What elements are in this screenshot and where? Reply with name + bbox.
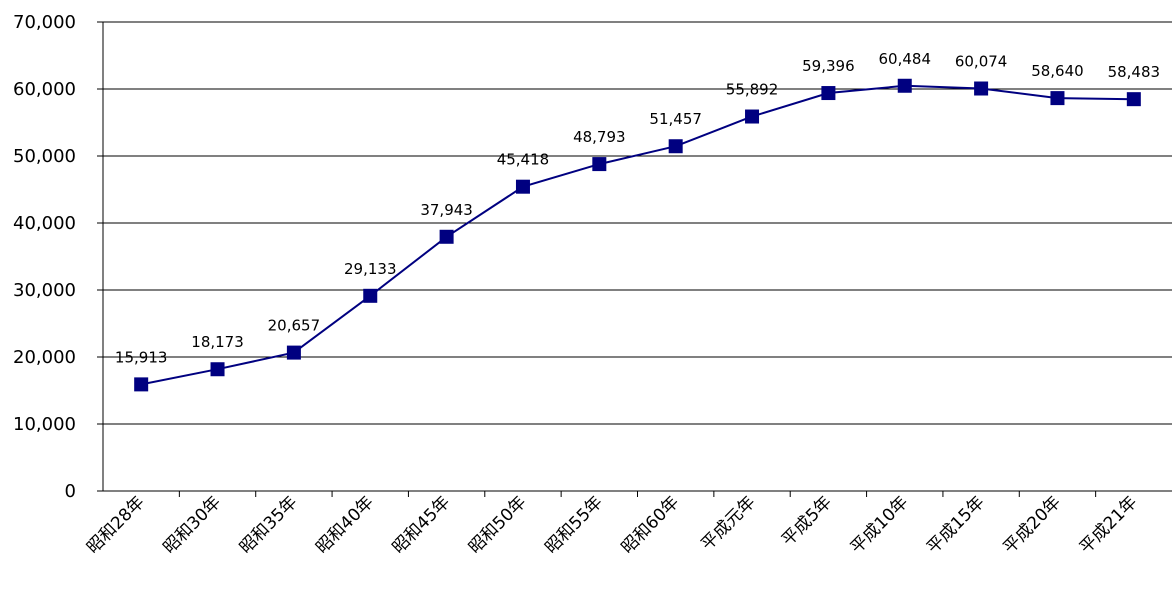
data-point-marker <box>974 81 989 96</box>
y-tick-label: 60,000 <box>13 79 76 100</box>
x-tick-label: 昭和50年 <box>465 492 531 558</box>
data-point-marker <box>286 345 301 360</box>
series-line <box>134 78 1141 392</box>
y-tick-label: 20,000 <box>13 347 76 368</box>
data-label: 15,913 <box>115 348 168 366</box>
series-line-path <box>141 84 1134 386</box>
data-label: 29,133 <box>344 260 397 278</box>
data-label: 37,943 <box>420 201 473 219</box>
y-tick-label: 0 <box>65 481 76 502</box>
data-label: 20,657 <box>268 317 321 335</box>
x-tick-label: 昭和40年 <box>312 492 378 558</box>
data-label: 18,173 <box>191 333 244 351</box>
data-point-marker <box>1050 91 1065 106</box>
data-label: 51,457 <box>649 110 702 128</box>
y-tick-label: 10,000 <box>13 414 76 435</box>
y-tick-label: 70,000 <box>13 12 76 33</box>
y-tick-label: 30,000 <box>13 280 76 301</box>
data-label: 48,793 <box>573 128 626 146</box>
data-point-marker <box>210 362 225 377</box>
data-point-marker <box>745 109 760 124</box>
x-tick-label: 平成10年 <box>847 492 913 558</box>
data-label: 58,640 <box>1031 62 1084 80</box>
x-tick-label: 昭和28年 <box>83 492 149 558</box>
data-label: 58,483 <box>1108 63 1161 81</box>
grid-lines <box>103 21 1172 425</box>
data-label: 45,418 <box>497 151 550 169</box>
x-tick-label: 昭和55年 <box>541 492 607 558</box>
data-labels: 15,913 18,173 20,657 29,133 37,943 45,418 48,7… <box>115 50 1160 367</box>
x-tick-label: 昭和45年 <box>389 492 455 558</box>
data-point-marker <box>668 139 683 154</box>
data-point-marker <box>821 86 836 101</box>
data-label: 55,892 <box>726 81 779 99</box>
x-tick-label: 平成20年 <box>999 492 1065 558</box>
x-tick-label: 昭和60年 <box>618 492 684 558</box>
y-tick-label: 50,000 <box>13 146 76 167</box>
data-label: 59,396 <box>802 57 855 75</box>
y-tick-label: 40,000 <box>13 213 76 234</box>
x-tick-label: 昭和30年 <box>160 492 226 558</box>
x-tick-label: 平成15年 <box>923 492 989 558</box>
data-point-marker <box>515 179 530 194</box>
x-tick-labels: 昭和28年 昭和30年 昭和35年 昭和40年 昭和45年 昭和50年 昭和55年 昭和60年… <box>83 492 1141 558</box>
data-label: 60,074 <box>955 53 1008 71</box>
data-point-marker <box>439 229 454 244</box>
x-tick-label: 平成21年 <box>1076 492 1142 558</box>
x-tick-label: 平成元年 <box>697 492 759 554</box>
x-tick-label: 昭和35年 <box>236 492 302 558</box>
data-point-marker <box>897 78 912 93</box>
axes <box>97 21 1172 497</box>
y-tick-labels: 0 10,000 20,000 30,000 40,000 50,000 60,000 70,… <box>13 12 76 502</box>
data-point-marker <box>1126 92 1141 107</box>
x-tick-label: 平成5年 <box>778 492 836 550</box>
data-point-marker <box>363 288 378 303</box>
data-point-marker <box>134 377 149 392</box>
data-point-marker <box>592 157 607 172</box>
data-label: 60,484 <box>879 50 932 68</box>
